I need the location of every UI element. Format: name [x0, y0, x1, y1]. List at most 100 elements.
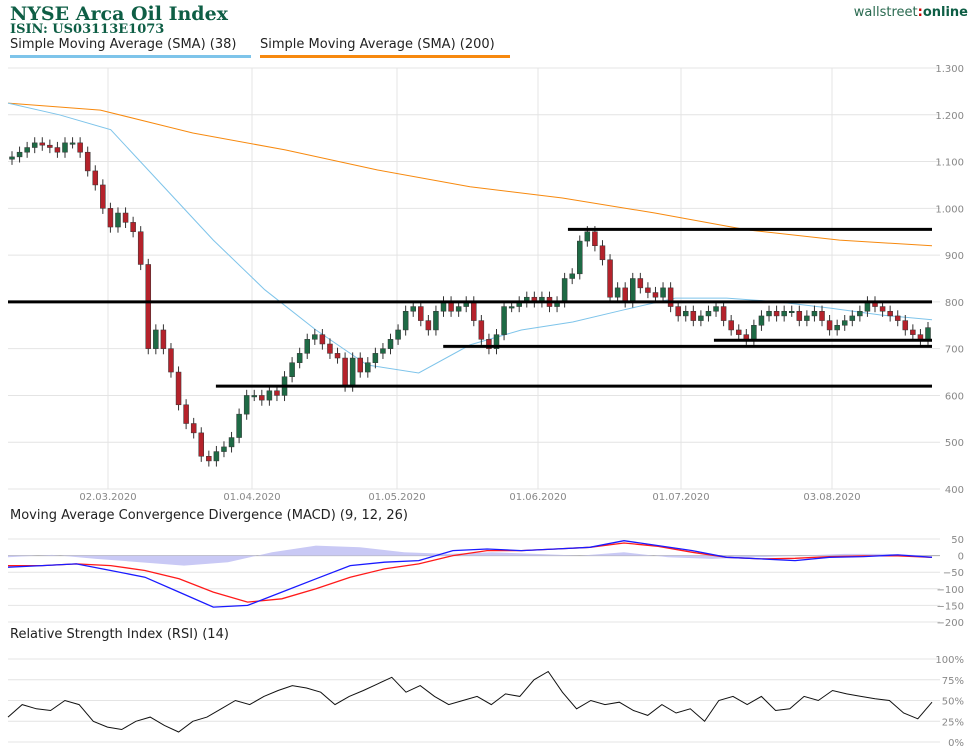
y-tick-label: 400	[945, 485, 964, 496]
candle-body	[357, 357, 363, 373]
y-tick-label: 700	[945, 345, 964, 356]
candle-body	[501, 306, 507, 335]
candle-body	[153, 329, 159, 349]
candle-body	[804, 315, 810, 321]
candle-body	[54, 147, 61, 153]
candle-body	[327, 343, 333, 354]
candle-body	[766, 310, 772, 317]
candle-body	[720, 306, 727, 321]
candle-body	[402, 310, 409, 331]
candle-body	[887, 310, 893, 317]
candle-body	[471, 301, 477, 321]
candle-body	[395, 329, 401, 340]
candle-body	[751, 325, 757, 340]
candle-body	[319, 334, 326, 345]
candle-body	[77, 142, 83, 153]
candle-body	[137, 231, 144, 265]
x-tick-label: 01.07.2020	[652, 492, 709, 503]
candle-body	[312, 334, 318, 340]
candle-body	[917, 334, 924, 340]
legend-sma200: Simple Moving Average (SMA) (200)	[260, 37, 510, 58]
candle-body	[455, 306, 462, 312]
rsi-tick-label: 100%	[935, 655, 964, 666]
candle-body	[743, 334, 750, 340]
candle-body	[39, 142, 46, 146]
x-tick-label: 01.06.2020	[509, 492, 566, 503]
candle-body	[561, 278, 568, 303]
candle-body	[130, 222, 136, 232]
candle-body	[334, 353, 341, 359]
candle-body	[31, 142, 38, 148]
candle-body	[826, 320, 833, 331]
rsi-tick-label: 75%	[942, 676, 964, 687]
candle-body	[781, 310, 787, 317]
candle-body	[652, 292, 659, 298]
candle-body	[115, 212, 121, 228]
candle-body	[9, 156, 15, 160]
x-tick-label: 01.05.2020	[368, 492, 425, 503]
macd-tick-label: −150	[937, 601, 964, 612]
candle-body	[486, 339, 492, 349]
candle-body	[259, 395, 265, 401]
candle-body	[274, 390, 280, 396]
candle-body	[728, 320, 734, 331]
candle-body	[584, 231, 591, 242]
candle-body	[675, 306, 681, 317]
y-tick-label: 900	[945, 251, 964, 262]
candle-body	[705, 310, 712, 317]
candle-body	[145, 264, 152, 349]
candle-body	[228, 437, 235, 448]
candle-body	[198, 432, 205, 457]
sma200-line	[7, 102, 933, 247]
candle-body	[879, 306, 886, 312]
macd-line	[7, 540, 933, 608]
candle-body	[508, 306, 515, 309]
candle-body	[910, 329, 916, 335]
candle-body	[175, 371, 182, 406]
candle-body	[811, 310, 818, 317]
y-tick-label: 600	[945, 391, 964, 402]
candle-body	[47, 144, 53, 148]
candle-body	[773, 310, 780, 317]
candle-body	[342, 357, 348, 387]
candle-body	[849, 315, 856, 321]
x-tick-label: 02.03.2020	[79, 492, 136, 503]
candle-body	[190, 423, 197, 434]
candle-body	[107, 208, 114, 228]
rsi-tick-label: 25%	[942, 717, 964, 728]
candle-body	[62, 142, 68, 153]
candle-body	[690, 310, 697, 321]
wallstreet-online-logo: wallstreet:online	[853, 5, 968, 20]
macd-tick-label: 0	[958, 552, 964, 563]
candle-body	[645, 287, 651, 293]
candle-body	[614, 287, 621, 298]
rsi-tick-label: 50%	[942, 697, 964, 708]
candle-body	[894, 315, 901, 321]
candle-body	[630, 278, 636, 303]
candle-body	[183, 404, 189, 424]
macd-tick-label: −200	[937, 618, 964, 629]
candle-body	[365, 362, 371, 373]
x-tick-label: 01.04.2020	[223, 492, 280, 503]
candle-body	[289, 362, 295, 377]
candle-body	[266, 390, 273, 401]
candle-body	[160, 329, 167, 349]
candle-body	[236, 413, 242, 438]
candle-body	[819, 310, 825, 321]
candle-body	[841, 320, 848, 326]
candle-body	[607, 259, 613, 298]
candle-body	[698, 315, 704, 321]
candle-body	[834, 325, 840, 331]
macd-tick-label: 50	[951, 535, 964, 546]
candle-body	[637, 278, 644, 289]
candle-body	[221, 446, 227, 452]
candle-body	[478, 320, 485, 340]
rsi-line	[7, 670, 933, 733]
candle-body	[84, 151, 91, 172]
rsi-title: Relative Strength Index (RSI) (14)	[10, 627, 229, 642]
candle-body	[622, 287, 628, 303]
candle-body	[667, 287, 674, 307]
candle-body	[796, 310, 803, 321]
candle-body	[788, 310, 795, 313]
candle-body	[425, 320, 432, 331]
